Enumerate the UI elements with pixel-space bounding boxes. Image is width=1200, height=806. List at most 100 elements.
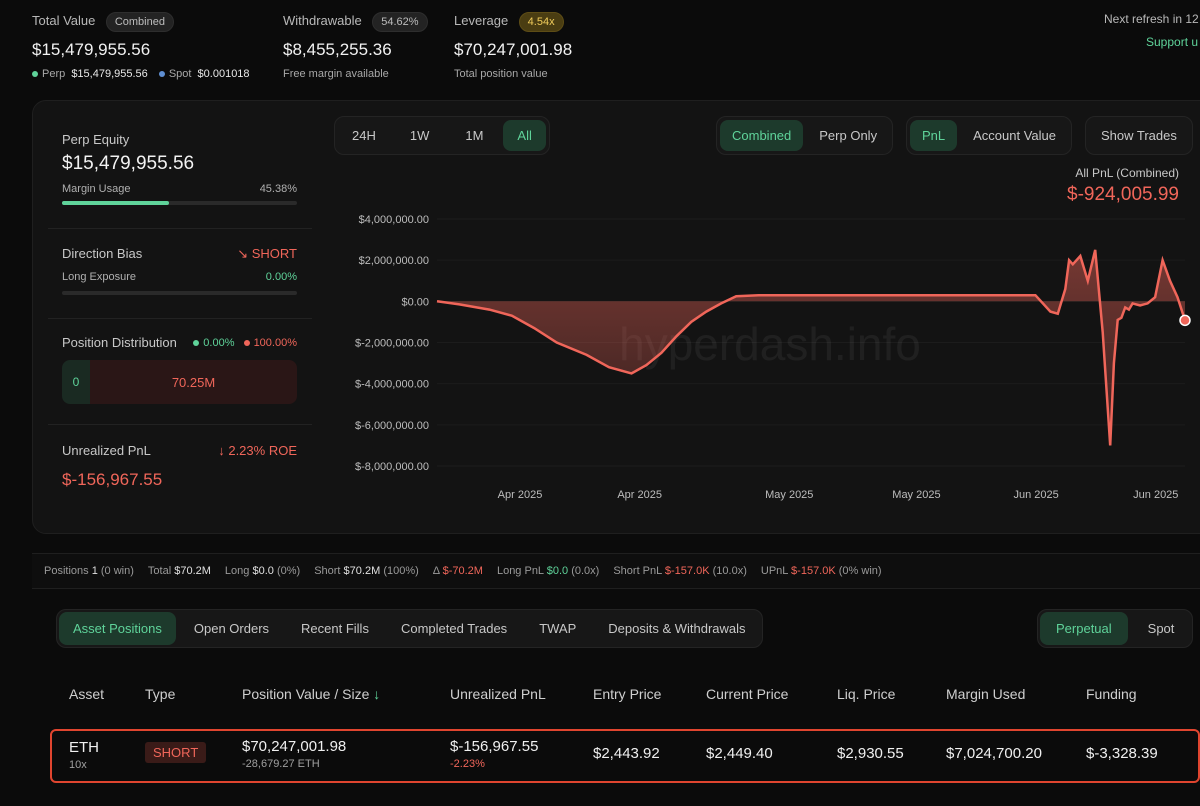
leverage-block: Leverage 4.54x $70,247,001.98 Total posi… [454, 12, 572, 80]
spot-dot-icon [158, 71, 165, 78]
direction-card: Direction Bias ↘ SHORT Long Exposure 0.0… [62, 246, 297, 295]
arrow-down-icon: ↓ [218, 443, 225, 458]
metric-pnl[interactable]: PnL [910, 120, 958, 151]
pnl-chart: $4,000,000.00 $2,000,000.00 $0.00 $-2,000,0… [355, 214, 1191, 501]
margin-usage-bar [62, 201, 297, 205]
tab-asset-positions[interactable]: Asset Positions [59, 612, 176, 645]
short-badge: SHORT [145, 742, 207, 763]
market-tabs: Perpetual Spot [1037, 609, 1194, 648]
tab-open-orders[interactable]: Open Orders [193, 621, 270, 636]
upnl-roe: ↓ 2.23% ROE [218, 443, 297, 458]
tab-completed-trades[interactable]: Completed Trades [400, 621, 508, 636]
mode-combined[interactable]: Combined [720, 120, 804, 151]
stat-short: Short $70.2M (100%) [314, 565, 419, 577]
direction-label: Direction Bias [62, 246, 143, 261]
perp-equity-card: Perp Equity $15,479,955.56 Margin Usage … [62, 132, 297, 205]
perp-dot-icon [32, 71, 38, 78]
col-position-value[interactable]: Position Value / Size ↓ [242, 686, 381, 702]
y-tick-label: $-6,000,000.00 [355, 420, 429, 432]
combined-badge: Combined [105, 12, 174, 32]
divider [48, 228, 312, 229]
position-size: -28,679.27 ETH [242, 758, 320, 770]
dist-short-pct: 100.00% [253, 336, 297, 349]
direction-value: ↘ SHORT [237, 246, 297, 261]
tab-recent-fills[interactable]: Recent Fills [301, 621, 369, 636]
show-trades-toggle: Show Trades [1085, 116, 1193, 155]
perp-label: Perp [42, 68, 66, 80]
upnl-value: $-156,967.55 [62, 470, 163, 489]
dist-long-segment: 0 [62, 360, 90, 404]
tab-deposits-withdrawals[interactable]: Deposits & Withdrawals [608, 621, 746, 636]
divider [48, 424, 312, 425]
y-tick-label: $-8,000,000.00 [355, 461, 429, 473]
distribution-label: Position Distribution [62, 335, 177, 350]
show-trades-button[interactable]: Show Trades [1101, 128, 1177, 143]
total-value-breakdown: Perp $15,479,955.56 Spot $0.001018 [32, 68, 250, 80]
margin-usage-fill [62, 201, 169, 205]
col-liq-price[interactable]: Liq. Price [837, 686, 896, 702]
cell-liq-price: $2,930.55 [837, 745, 904, 762]
distribution-bar: 0 70.25M [62, 360, 297, 404]
mode-perp-only[interactable]: Perp Only [819, 128, 878, 143]
range-1m[interactable]: 1M [465, 128, 484, 143]
dist-short-segment: 70.25M [90, 360, 297, 404]
divider [48, 318, 312, 319]
stat-positions: Positions 1 (0 win) [44, 565, 134, 577]
col-type[interactable]: Type [145, 686, 176, 702]
cell-unrealized-pnl: $-156,967.55 -2.23% [450, 738, 538, 770]
metric-account-value[interactable]: Account Value [973, 128, 1057, 143]
stat-long: Long $0.0 (0%) [224, 565, 301, 577]
spot-label: Spot [168, 68, 192, 80]
upnl-label: Unrealized PnL [62, 443, 151, 458]
long-exposure-value: 0.00% [265, 271, 297, 283]
leverage-label: Leverage [454, 13, 509, 28]
asset-symbol: ETH [69, 739, 99, 756]
total-value-block: Total Value Combined $15,479,955.56 Perp… [32, 12, 250, 80]
cell-margin-used: $7,024,700.20 [946, 745, 1042, 762]
y-tick-label: $2,000,000.00 [359, 255, 429, 267]
metric-selector: PnL Account Value [906, 116, 1073, 155]
tab-perpetual[interactable]: Perpetual [1040, 612, 1128, 645]
chart-total-value: $-924,005.99 [1067, 184, 1179, 205]
chart-title: All PnL (Combined) [1075, 166, 1179, 180]
cell-asset: ETH 10x [69, 739, 99, 771]
perp-value: $15,479,955.56 [71, 68, 148, 80]
trend-down-icon: ↘ [237, 246, 249, 261]
perp-equity-value: $15,479,955.56 [62, 153, 195, 174]
tab-spot[interactable]: Spot [1147, 621, 1175, 636]
pnl-area [437, 249, 1185, 446]
x-tick-label: Apr 2025 [498, 489, 543, 501]
distribution-card: Position Distribution 0.00% 100.00% 0 70… [62, 335, 297, 404]
position-value: $70,247,001.98 [242, 738, 347, 755]
y-tick-label: $-2,000,000.00 [355, 338, 429, 350]
cell-entry-price: $2,443.92 [593, 745, 660, 762]
margin-usage-label: Margin Usage [62, 183, 131, 195]
withdrawable-block: Withdrawable 54.62% $8,455,255.36 Free m… [283, 12, 428, 80]
col-entry-price[interactable]: Entry Price [593, 686, 662, 702]
table-row[interactable] [50, 729, 1200, 783]
range-selector: 24H 1W 1M All [334, 116, 550, 155]
col-margin-used[interactable]: Margin Used [946, 686, 1026, 702]
unrealized-pnl-card: Unrealized PnL ↓ 2.23% ROE $-156,967.55 [62, 443, 297, 490]
col-current-price[interactable]: Current Price [706, 686, 789, 702]
long-exposure-label: Long Exposure [62, 271, 136, 283]
stat-total: Total $70.2M [147, 565, 211, 577]
range-1w[interactable]: 1W [409, 128, 430, 143]
col-funding[interactable]: Funding [1086, 686, 1137, 702]
x-tick-label: May 2025 [765, 489, 813, 501]
col-unrealized-pnl[interactable]: Unrealized PnL [450, 686, 546, 702]
refresh-timer: Next refresh in 12 [1104, 12, 1199, 26]
x-tick-label: May 2025 [892, 489, 940, 501]
row-upnl: $-156,967.55 [450, 738, 539, 755]
range-all[interactable]: All [503, 120, 546, 151]
y-axis: $4,000,000.00 $2,000,000.00 $0.00 $-2,000,0… [355, 214, 429, 473]
support-link[interactable]: Support u [1146, 35, 1199, 49]
total-value-amount: $15,479,955.56 [32, 40, 151, 59]
long-exposure-bar [62, 291, 297, 295]
tab-twap[interactable]: TWAP [539, 621, 577, 636]
col-asset[interactable]: Asset [69, 686, 105, 702]
withdrawable-label: Withdrawable [283, 13, 362, 28]
stat-short-pnl: Short PnL $-157.0K (10.0x) [613, 565, 747, 577]
cell-type: SHORT [145, 742, 207, 763]
range-24h[interactable]: 24H [352, 128, 376, 143]
